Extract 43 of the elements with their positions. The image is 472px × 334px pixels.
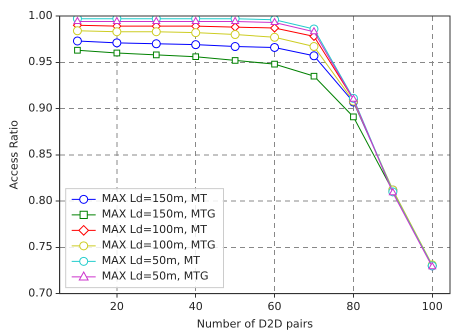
point	[271, 60, 278, 68]
y-tick-label: 0.70	[28, 286, 53, 300]
point	[152, 52, 160, 58]
y-tick-label: 0.95	[28, 55, 53, 68]
point	[114, 50, 120, 56]
point	[309, 42, 318, 52]
legend-label: MAX Ld=50m, MT	[102, 254, 200, 268]
legend-label: MAX Ld=150m, MTG	[102, 208, 216, 221]
point	[72, 26, 82, 36]
y-tick-label: 0.75	[28, 240, 53, 254]
y-tick-label: 1.00	[28, 8, 53, 22]
point	[232, 57, 238, 64]
point	[191, 40, 200, 50]
legend-label: MAX Ld=150m, MT	[102, 192, 208, 206]
x-tick-label: 100	[422, 300, 443, 314]
y-tick-label: 0.80	[28, 194, 53, 207]
legend-label: MAX Ld=100m, MT	[102, 223, 208, 236]
point	[350, 114, 357, 120]
x-axis-title: Number of D2D pairs	[196, 317, 314, 330]
point	[72, 36, 82, 46]
x-tick-label: 20	[110, 300, 124, 314]
point	[309, 51, 318, 60]
point	[112, 27, 122, 36]
x-tick-label: 80	[346, 300, 360, 314]
point	[192, 53, 200, 60]
point	[270, 32, 280, 42]
legend-label: MAX Ld=100m, MTG	[102, 238, 216, 252]
point	[230, 42, 240, 52]
x-tick-label: 40	[188, 300, 203, 314]
point	[191, 28, 200, 38]
point	[310, 27, 318, 34]
point	[152, 27, 161, 36]
legend-label: MAX Ld=50m, MTG	[102, 270, 209, 283]
point	[270, 42, 280, 52]
y-tick-label: 0.85	[28, 148, 53, 161]
point	[310, 72, 318, 80]
y-axis-title: Access Ratio	[7, 120, 20, 190]
y-tick-label: 0.90	[28, 101, 53, 114]
point	[152, 39, 161, 48]
point	[112, 38, 122, 48]
x-tick-label: 60	[268, 300, 282, 314]
point	[230, 30, 240, 40]
point	[74, 46, 81, 54]
